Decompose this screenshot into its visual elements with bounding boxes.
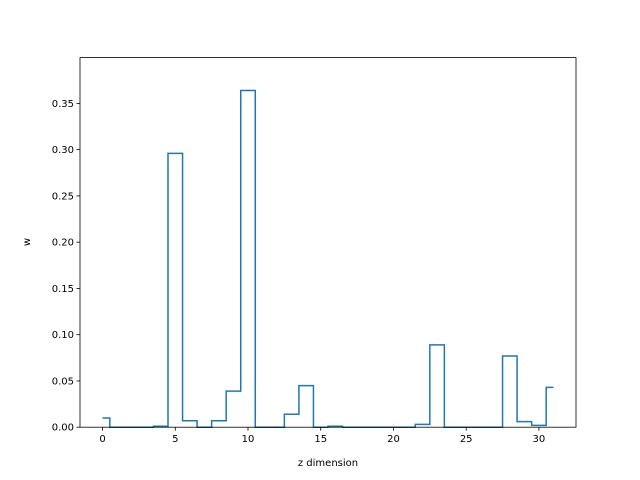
x-axis-ticks: 0 5 10 15 20 25 30 <box>99 427 545 445</box>
x-tick-label: 10 <box>242 434 255 445</box>
x-tick-label: 25 <box>460 434 473 445</box>
axes-frame <box>79 57 577 428</box>
y-tick-label: 0.20 <box>52 238 74 249</box>
y-tick-label: 0.05 <box>52 376 74 387</box>
y-tick-label: 0.30 <box>52 145 74 156</box>
x-axis-label: z dimension <box>298 458 358 469</box>
x-tick-label: 15 <box>314 434 327 445</box>
y-tick-label: 0.15 <box>52 284 74 295</box>
x-tick-label: 0 <box>99 434 105 445</box>
y-tick-label: 0.35 <box>52 99 74 110</box>
x-tick-label: 20 <box>387 434 400 445</box>
y-axis-ticks: 0.00 0.05 0.10 0.15 0.20 0.25 0.30 0.35 <box>52 99 80 434</box>
y-tick-label: 0.10 <box>52 330 74 341</box>
x-tick-label: 30 <box>533 434 546 445</box>
y-tick-label: 0.00 <box>52 423 74 434</box>
x-tick-label: 5 <box>172 434 178 445</box>
y-tick-label: 0.25 <box>52 191 74 202</box>
y-axis-label: w <box>22 238 33 246</box>
